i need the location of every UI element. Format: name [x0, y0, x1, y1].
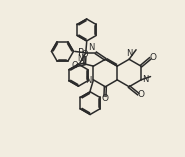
Text: O: O: [149, 53, 156, 62]
Text: N: N: [126, 49, 132, 58]
Text: O: O: [137, 90, 144, 100]
Text: N: N: [78, 54, 83, 63]
Text: P: P: [78, 48, 85, 58]
Text: N: N: [142, 75, 149, 84]
Text: O: O: [71, 61, 78, 70]
Text: O: O: [82, 50, 88, 59]
Text: N: N: [85, 76, 92, 85]
Text: O: O: [101, 94, 108, 103]
Text: N: N: [88, 43, 95, 52]
